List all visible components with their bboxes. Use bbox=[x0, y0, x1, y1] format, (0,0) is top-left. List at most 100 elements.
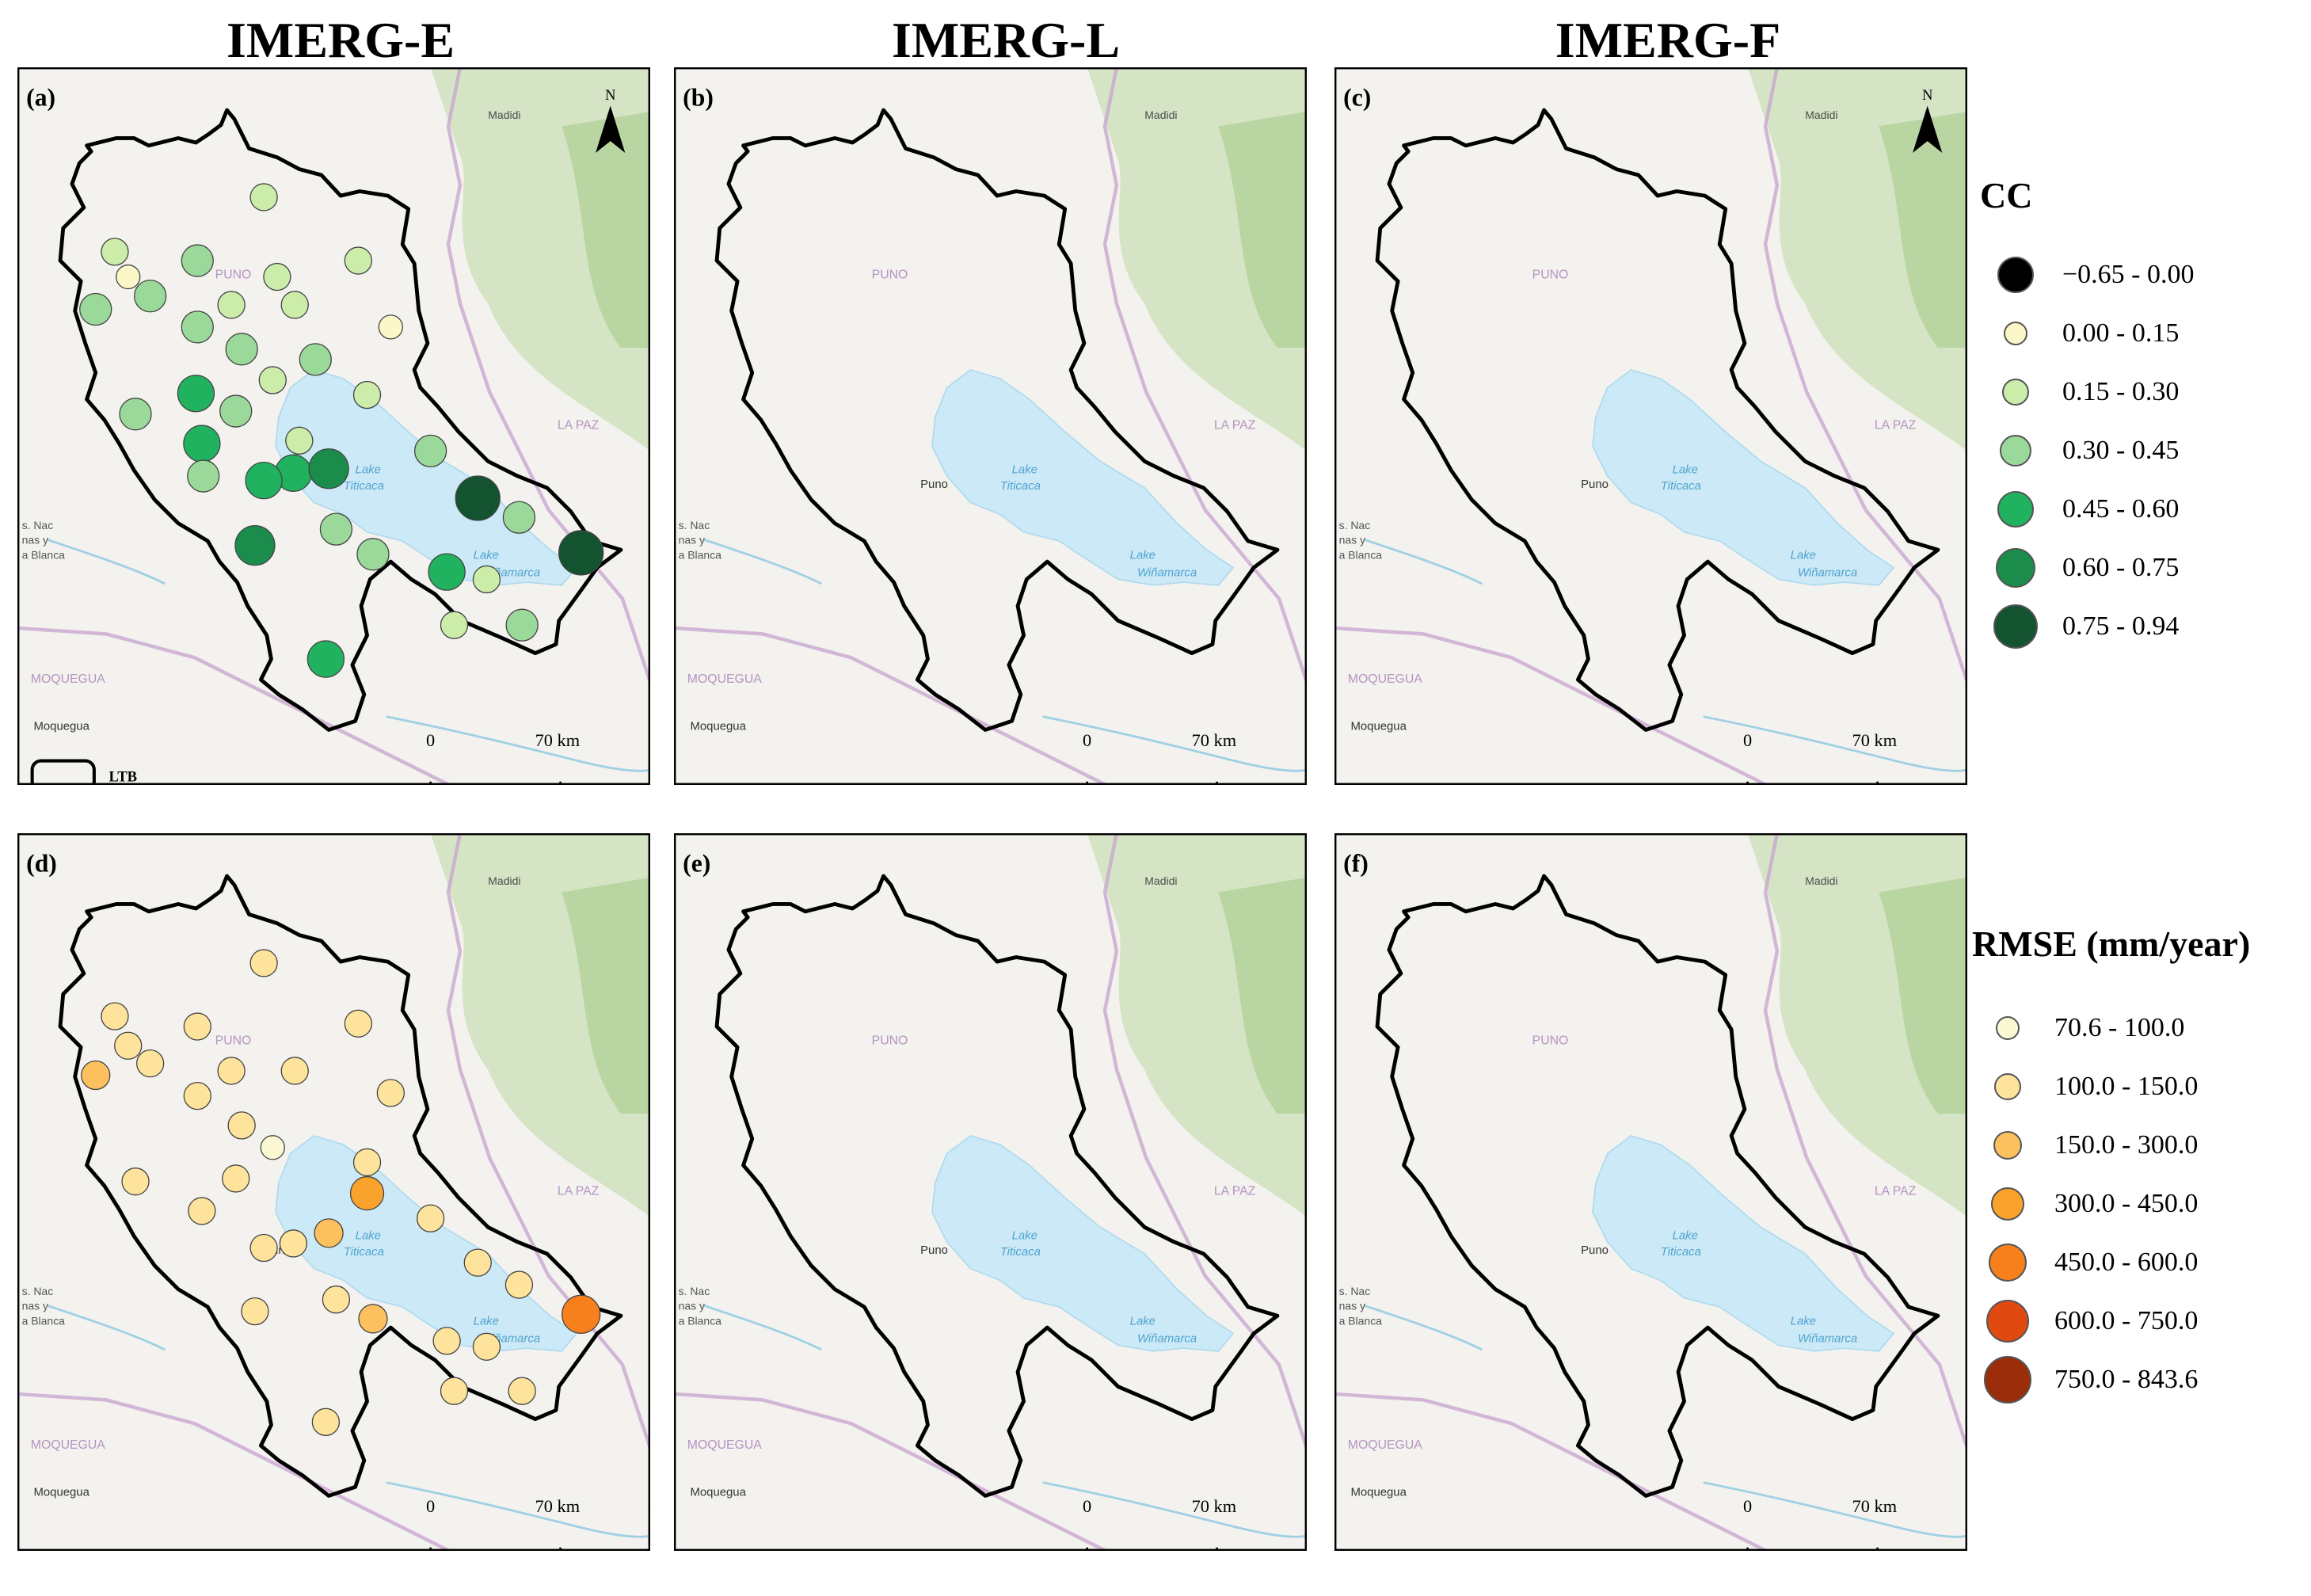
label-madidi: Madidi bbox=[1805, 109, 1837, 121]
label-moquegua-city: Moquegua bbox=[1350, 1486, 1407, 1499]
cc-legend-item: 0.00 - 0.15 bbox=[1980, 304, 2179, 363]
ltb-basin-outline bbox=[58, 108, 623, 732]
place-labels: Madidi PUNO LA PAZ Lake Titicaca Lake Wiñamarc… bbox=[679, 874, 1265, 1551]
cc-legend-dot bbox=[2004, 322, 2027, 345]
station-marker bbox=[299, 343, 332, 376]
station-marker bbox=[217, 291, 246, 319]
label-la-paz: LA PAZ bbox=[558, 418, 600, 432]
station-marker bbox=[279, 1229, 308, 1258]
station-marker bbox=[472, 565, 501, 594]
scale-zero: 0 bbox=[426, 730, 435, 750]
scale-km: 70 km bbox=[535, 730, 581, 750]
lake-titicaca-area bbox=[931, 1135, 1235, 1352]
scale-bar: 0 70 km bbox=[426, 1496, 581, 1551]
label-nac-2: nas y bbox=[22, 534, 48, 547]
label-puno-city: Puno bbox=[920, 1244, 948, 1257]
station-marker bbox=[322, 1286, 351, 1314]
scale-km: 70 km bbox=[1192, 1496, 1237, 1516]
rmse-legend-dot bbox=[1984, 1356, 2031, 1404]
label-puno-region: PUNO bbox=[872, 1034, 908, 1047]
station-marker bbox=[249, 1233, 278, 1263]
map-panel-b: Madidi PUNO LA PAZ Lake Titicaca Lake Wiñamarc… bbox=[674, 67, 1307, 785]
rmse-legend-symbol bbox=[1972, 1356, 2043, 1404]
cc-legend-item: 0.30 - 0.45 bbox=[1980, 421, 2179, 480]
rmse-legend-item: 300.0 - 450.0 bbox=[1972, 1175, 2198, 1233]
station-marker bbox=[440, 611, 469, 639]
basemap bbox=[17, 833, 650, 1551]
cc-legend-symbol bbox=[1980, 604, 2051, 649]
station-marker bbox=[121, 1167, 150, 1196]
station-marker bbox=[241, 1297, 269, 1326]
label-nac-3: a Blanca bbox=[1339, 548, 1383, 561]
label-nac-1: s. Nac bbox=[679, 519, 710, 531]
cc-legend-label: −0.65 - 0.00 bbox=[2062, 260, 2195, 289]
panel-label: (e) bbox=[683, 849, 710, 877]
river-desaguadero bbox=[1703, 715, 1967, 772]
station-marker bbox=[344, 246, 373, 275]
admin-boundary-south bbox=[674, 1392, 1161, 1551]
forest-dense-area bbox=[1879, 111, 1967, 348]
station-marker bbox=[558, 530, 604, 576]
label-lake-winaymarca-1: Lake bbox=[1130, 1315, 1156, 1327]
rmse-legend-symbol bbox=[1972, 1131, 2043, 1160]
label-nac-2: nas y bbox=[679, 534, 705, 547]
panel-label: (d) bbox=[26, 849, 57, 877]
cc-legend-dot bbox=[2002, 379, 2029, 406]
station-marker bbox=[227, 1111, 256, 1140]
panel-label: (b) bbox=[683, 83, 714, 111]
north-label: N bbox=[1922, 87, 1933, 104]
label-nac-1: s. Nac bbox=[22, 1285, 54, 1297]
label-moquegua-region: MOQUEGUA bbox=[1348, 1438, 1423, 1452]
cc-legend-label: 0.30 - 0.45 bbox=[2062, 436, 2180, 465]
rmse-legend-item: 100.0 - 150.0 bbox=[1972, 1057, 2198, 1116]
cc-legend-symbol bbox=[1980, 257, 2051, 293]
scale-bar: 0 70 km bbox=[1743, 730, 1898, 785]
scale-km: 70 km bbox=[1852, 730, 1898, 750]
label-madidi: Madidi bbox=[1144, 874, 1177, 887]
station-marker bbox=[416, 1204, 445, 1232]
cc-legend-symbol bbox=[1980, 491, 2051, 528]
north-arrow-icon bbox=[596, 105, 626, 154]
label-puno-region: PUNO bbox=[1532, 268, 1569, 281]
cc-legend-label: 0.45 - 0.60 bbox=[2062, 494, 2180, 524]
admin-boundary-east bbox=[446, 833, 650, 1512]
label-puno-city: Puno bbox=[1581, 1244, 1609, 1257]
cc-legend-symbol bbox=[1980, 548, 2051, 588]
river bbox=[46, 538, 166, 585]
river bbox=[1363, 1304, 1483, 1351]
admin-boundary-east bbox=[1102, 67, 1307, 746]
station-marker bbox=[352, 1148, 382, 1177]
station-marker bbox=[183, 1081, 211, 1110]
river bbox=[702, 1304, 822, 1351]
station-marker bbox=[181, 310, 214, 344]
label-moquegua-city: Moquegua bbox=[33, 720, 89, 733]
label-moquegua-city: Moquegua bbox=[1350, 720, 1407, 733]
ltb-basin-outline bbox=[714, 874, 1280, 1498]
river-desaguadero bbox=[1703, 1481, 1967, 1538]
label-lake-titicaca-1: Lake bbox=[356, 463, 381, 476]
cc-legend-label: 0.60 - 0.75 bbox=[2062, 553, 2180, 582]
basemap bbox=[1334, 833, 1967, 1551]
scale-zero: 0 bbox=[1743, 730, 1752, 750]
ltb-legend: LTB bbox=[30, 759, 137, 785]
map-panel-f: Madidi PUNO LA PAZ Lake Titicaca Lake Wiñamarc… bbox=[1334, 833, 1967, 1551]
lake-titicaca-area bbox=[275, 369, 578, 586]
station-marker bbox=[358, 1304, 388, 1334]
label-moquegua-region: MOQUEGUA bbox=[31, 672, 106, 686]
rmse-legend-item: 750.0 - 843.6 bbox=[1972, 1350, 2198, 1409]
panel-border bbox=[1334, 67, 1967, 785]
admin-boundary-south bbox=[1334, 626, 1822, 785]
label-lake-titicaca-2: Titicaca bbox=[1000, 1246, 1041, 1259]
station-marker bbox=[183, 425, 221, 463]
river-desaguadero bbox=[1042, 715, 1307, 772]
label-la-paz: LA PAZ bbox=[558, 1184, 600, 1198]
station-marker bbox=[258, 366, 287, 394]
station-marker bbox=[81, 1060, 111, 1091]
admin-boundary-south bbox=[1334, 1392, 1822, 1551]
station-marker bbox=[234, 524, 276, 566]
label-nac-3: a Blanca bbox=[1339, 1314, 1383, 1327]
label-madidi: Madidi bbox=[1144, 109, 1177, 121]
station-marker bbox=[114, 1031, 143, 1060]
